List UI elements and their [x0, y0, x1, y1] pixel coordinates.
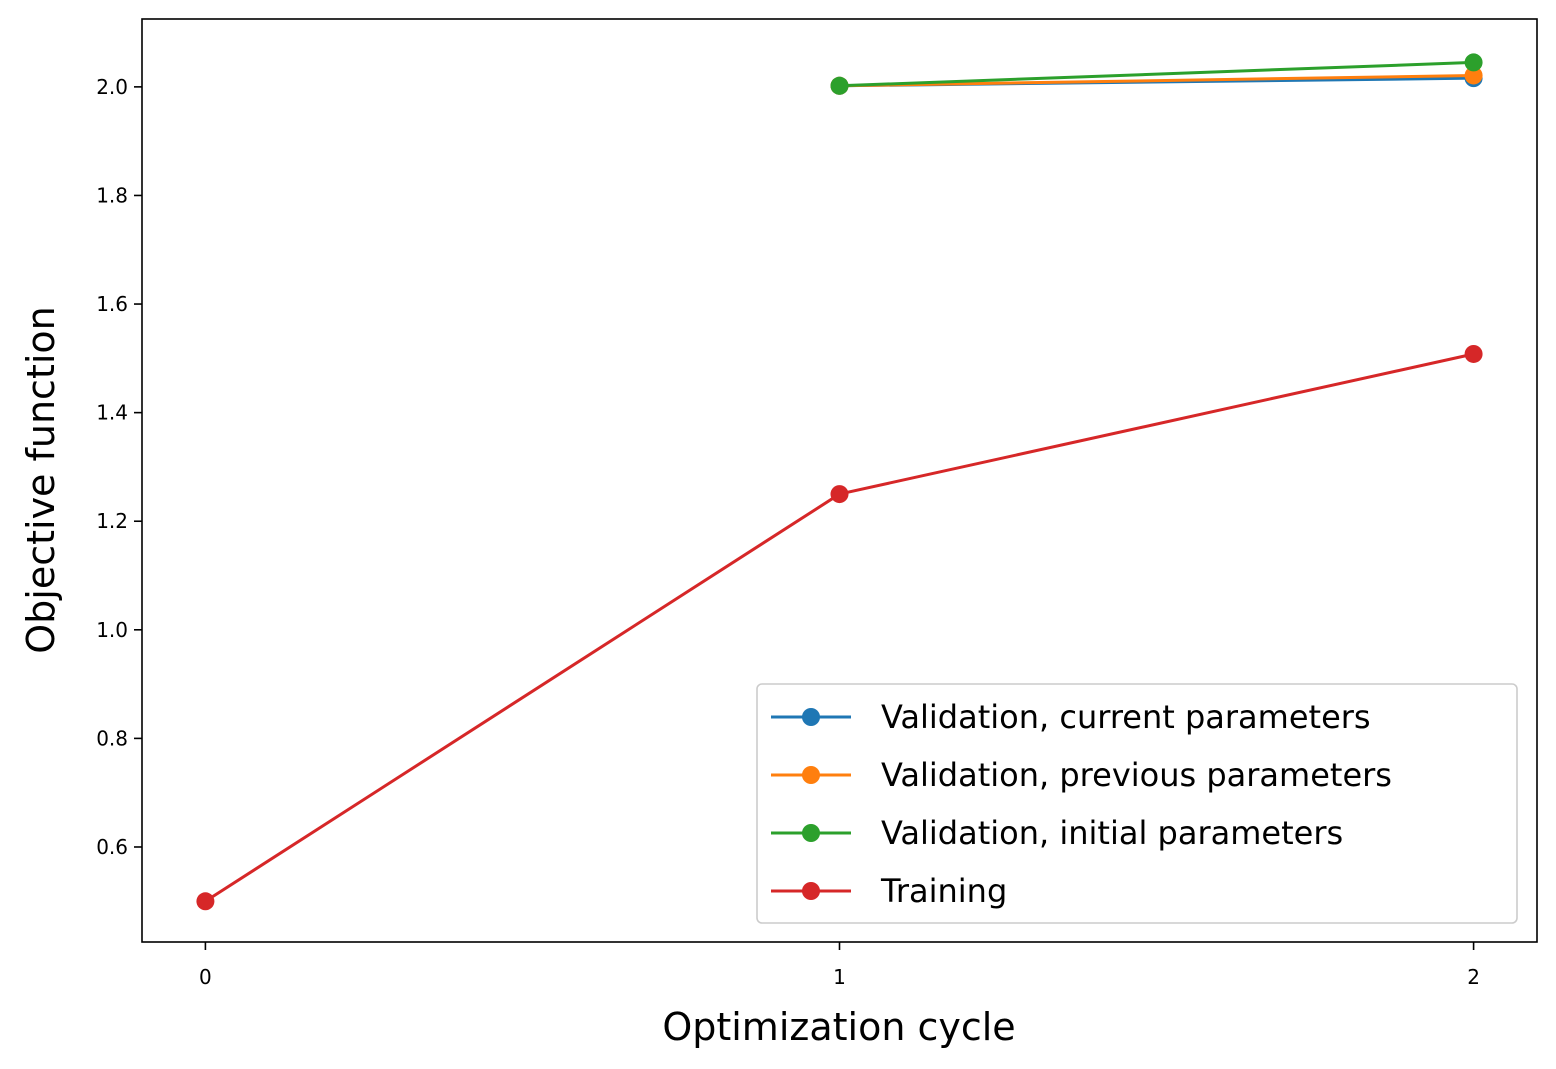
legend-marker: [802, 708, 820, 726]
y-tick-label: 1.8: [96, 183, 128, 207]
series-line: [839, 60, 1474, 88]
data-point: [196, 892, 215, 911]
legend-item: Validation, current parameters: [771, 698, 1371, 736]
legend-item: Training: [771, 872, 1007, 910]
legend-label: Validation, current parameters: [881, 698, 1371, 736]
y-tick-label: 1.0: [96, 618, 128, 642]
legend: Validation, current parameters Validation…: [756, 683, 1518, 924]
legend-item: Validation, initial parameters: [771, 814, 1343, 852]
y-tick-label: 1.4: [96, 401, 128, 425]
legend-marker: [802, 824, 820, 842]
legend-label: Validation, initial parameters: [881, 814, 1343, 852]
legend-label: Validation, previous parameters: [881, 756, 1392, 794]
y-axis-ticks: 0.6 0.8 1.0 1.2 1.4 1.6 1.8 2.0: [96, 75, 142, 859]
legend-box: [756, 683, 1518, 924]
data-point: [1464, 66, 1483, 85]
data-point: [1464, 53, 1483, 72]
y-tick-label: 0.6: [96, 835, 128, 859]
x-tick-label: 2: [1467, 965, 1480, 989]
x-tick-label: 1: [833, 965, 846, 989]
legend-item: Validation, previous parameters: [771, 756, 1392, 794]
x-tick-label: 0: [199, 965, 212, 989]
legend-marker: [802, 766, 820, 784]
y-axis-title: Objective function: [19, 306, 63, 654]
series-layer: [196, 53, 1483, 911]
y-tick-label: 0.8: [96, 726, 128, 750]
legend-marker: [802, 882, 820, 900]
series-line: [839, 73, 1474, 88]
data-point: [830, 485, 849, 504]
x-axis-ticks: 0 1 2: [199, 942, 1480, 989]
y-tick-label: 1.2: [96, 509, 128, 533]
data-point: [830, 76, 849, 95]
data-point: [1464, 344, 1483, 363]
y-tick-label: 2.0: [96, 75, 128, 99]
x-axis-title: Optimization cycle: [662, 1005, 1015, 1049]
series-4: [196, 344, 1483, 911]
series-3: [830, 53, 1483, 95]
legend-label: Training: [880, 872, 1007, 910]
y-tick-label: 1.6: [96, 292, 128, 316]
